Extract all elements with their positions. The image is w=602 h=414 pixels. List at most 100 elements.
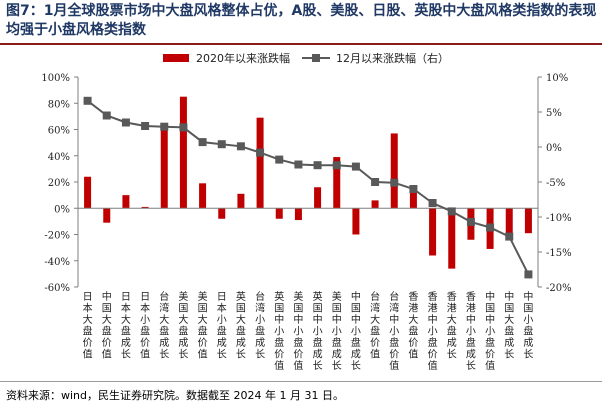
category-label: 英国中小盘成长 bbox=[313, 290, 323, 372]
category-label: 香港中小盘成长 bbox=[466, 291, 476, 372]
bar bbox=[333, 157, 341, 209]
line-marker bbox=[466, 217, 475, 226]
category-label: 中国大盘成长 bbox=[504, 290, 514, 361]
line-marker bbox=[275, 155, 284, 164]
bar bbox=[524, 208, 532, 234]
bar bbox=[84, 176, 92, 209]
category-label: 中国小盘成长 bbox=[523, 290, 533, 361]
right-tick-label: -5% bbox=[546, 178, 565, 189]
category-label: 美国大盘价值 bbox=[198, 290, 208, 361]
bar bbox=[179, 96, 187, 209]
right-tick-label: 5% bbox=[546, 108, 562, 119]
line-marker bbox=[236, 142, 245, 151]
category-label: 日本小盘成长 bbox=[217, 292, 227, 361]
category-label: 香港大盘成长 bbox=[447, 291, 457, 361]
category-label: 台湾中小盘价值 bbox=[389, 290, 399, 372]
category-label: 台湾大盘价值 bbox=[370, 290, 380, 361]
legend: 2020年以来涨跌幅 12月以来涨跌幅（右） bbox=[163, 51, 449, 65]
bar bbox=[409, 191, 417, 209]
legend-label-bar: 2020年以来涨跌幅 bbox=[196, 51, 290, 65]
legend-label-line: 12月以来涨跌幅（右） bbox=[336, 51, 449, 65]
line-marker bbox=[294, 160, 303, 169]
bar bbox=[429, 208, 437, 256]
legend-swatch-bar bbox=[163, 54, 189, 62]
source-note: 资料来源：wind，民生证券研究院。数据截至 2024 年 1 月 31 日。 bbox=[6, 389, 344, 402]
bar bbox=[237, 193, 245, 209]
category-label: 日本大盘成长 bbox=[121, 292, 131, 361]
right-tick-label: -10% bbox=[546, 213, 572, 224]
right-tick-label: 0% bbox=[546, 143, 562, 154]
line-series bbox=[83, 96, 533, 279]
bar bbox=[448, 208, 456, 269]
bar bbox=[294, 208, 302, 221]
bar bbox=[390, 133, 398, 209]
bar bbox=[122, 195, 130, 209]
category-label: 美国大盘成长 bbox=[178, 290, 188, 361]
category-label: 日本小盘价值 bbox=[140, 292, 150, 361]
line-marker bbox=[505, 232, 514, 241]
category-label: 日本大盘价值 bbox=[83, 292, 93, 361]
bar bbox=[160, 126, 168, 209]
category-label: 美国中小盘成长 bbox=[332, 290, 342, 372]
title-divider bbox=[0, 43, 602, 45]
category-label: 英国中小盘价值 bbox=[274, 290, 284, 372]
left-axis: -60% -40% -20% 0% 20% 40% 60% 80% 100% bbox=[41, 73, 79, 294]
line-marker bbox=[409, 185, 418, 193]
category-label: 美国中小盘价值 bbox=[293, 290, 303, 372]
right-tick-label: -15% bbox=[546, 248, 572, 259]
left-tick-label: 100% bbox=[41, 73, 70, 84]
left-tick-label: 0% bbox=[54, 204, 70, 215]
line-marker bbox=[332, 161, 341, 170]
category-label: 香港大盘价值 bbox=[408, 291, 418, 361]
right-tick-label: 10% bbox=[546, 73, 568, 84]
left-tick-label: -20% bbox=[44, 231, 70, 242]
left-tick-label: 40% bbox=[48, 152, 70, 163]
line-marker bbox=[447, 207, 456, 216]
line-marker bbox=[524, 270, 533, 279]
line-path bbox=[86, 100, 530, 275]
source-divider bbox=[0, 381, 602, 382]
line-marker bbox=[102, 111, 111, 120]
line-marker bbox=[141, 122, 150, 130]
line-marker bbox=[428, 199, 437, 207]
line-marker bbox=[486, 223, 495, 232]
category-label: 中国中小盘价值 bbox=[485, 290, 495, 372]
line-marker bbox=[256, 148, 265, 157]
bar bbox=[352, 208, 360, 235]
line-marker bbox=[371, 178, 380, 186]
right-axis: -20% -15% -10% -5% 0% 5% 10% bbox=[537, 73, 572, 294]
category-label: 中国中小盘成长 bbox=[351, 290, 361, 372]
left-tick-label: -60% bbox=[44, 283, 70, 294]
bar bbox=[218, 208, 226, 219]
right-tick-label: -20% bbox=[546, 283, 572, 294]
line-marker bbox=[351, 162, 360, 171]
category-label: 台湾大盘成长 bbox=[159, 290, 169, 361]
line-marker bbox=[198, 138, 207, 147]
line-marker bbox=[217, 140, 226, 149]
bar bbox=[505, 208, 513, 240]
bar bbox=[256, 117, 264, 209]
left-tick-label: 80% bbox=[48, 99, 70, 110]
line-marker bbox=[313, 161, 322, 170]
category-label: 中国大盘价值 bbox=[102, 290, 112, 361]
category-label: 台湾小盘成长 bbox=[255, 290, 265, 361]
legend-swatch-marker bbox=[312, 54, 320, 62]
bar bbox=[141, 206, 149, 209]
figure-title: 图7：1月全球股票市场中大盘风格整体占优，A股、美股、日股、英股中大盘风格类指数… bbox=[6, 3, 597, 38]
category-label: 英国大盘成长 bbox=[236, 290, 246, 361]
line-marker bbox=[121, 118, 130, 127]
line-marker bbox=[83, 96, 92, 105]
bar bbox=[275, 208, 283, 219]
line-marker bbox=[390, 178, 399, 187]
bar bbox=[103, 208, 111, 223]
left-tick-label: 60% bbox=[48, 126, 70, 137]
bar bbox=[314, 187, 322, 209]
category-labels: 日本大盘价值中国大盘价值日本大盘成长日本小盘价值台湾大盘成长美国大盘成长美国大盘… bbox=[83, 290, 534, 372]
line-marker bbox=[179, 123, 188, 132]
left-tick-label: -40% bbox=[44, 257, 70, 268]
left-tick-label: 20% bbox=[48, 178, 70, 189]
bar-series bbox=[84, 96, 532, 269]
bar bbox=[371, 200, 379, 209]
line-marker bbox=[160, 122, 169, 131]
category-label: 香港中小盘价值 bbox=[428, 291, 438, 372]
